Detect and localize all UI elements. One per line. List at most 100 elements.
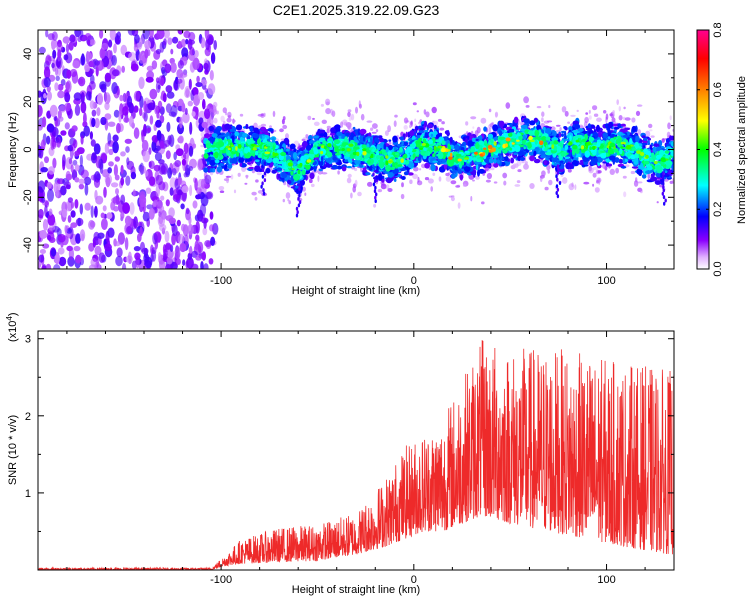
ridge-blob	[636, 168, 643, 175]
noise-blob	[177, 233, 185, 245]
ridge-halo	[351, 166, 356, 170]
noise-blob	[120, 176, 125, 186]
noise-blob	[198, 110, 206, 120]
noise-blob	[107, 121, 116, 127]
noise-blob	[80, 135, 84, 145]
ridge-blob	[622, 134, 630, 138]
noise-blob	[50, 39, 58, 48]
ridge-blob	[419, 127, 425, 131]
ridge-halo	[445, 175, 452, 182]
noise-blob	[133, 127, 140, 139]
ridge-halo	[285, 192, 291, 199]
ridge-blob	[536, 124, 542, 131]
noise-blob	[174, 246, 181, 260]
ridge-halo	[637, 104, 643, 107]
noise-blob	[120, 194, 126, 205]
noise-blob	[39, 229, 48, 239]
noise-blob	[48, 166, 55, 175]
ridge-blob	[365, 172, 371, 176]
noise-blob	[84, 202, 91, 211]
noise-blob	[192, 143, 197, 149]
ridge-halo	[352, 186, 357, 193]
ridge-blob	[289, 143, 296, 150]
ridge-blob	[252, 133, 260, 139]
noise-blob	[158, 181, 166, 191]
ridge-blob	[669, 135, 674, 141]
noise-blob	[52, 139, 57, 150]
noise-blob	[187, 252, 193, 260]
noise-blob	[38, 254, 45, 263]
noise-blob	[139, 95, 144, 109]
ridge-blob	[313, 164, 317, 172]
noise-blob	[102, 205, 107, 212]
noise-blob	[210, 236, 216, 246]
ridge-halo	[592, 166, 599, 171]
noise-blob	[112, 141, 119, 154]
ridge-halo	[612, 110, 615, 115]
noise-blob	[125, 146, 130, 153]
ridge-halo	[326, 128, 330, 134]
noise-blob	[188, 216, 192, 225]
ridge-halo	[387, 188, 393, 192]
noise-blob	[184, 234, 189, 247]
noise-blob	[68, 158, 72, 165]
noise-blob	[155, 145, 161, 151]
ridge-halo	[202, 180, 205, 184]
noise-blob	[113, 109, 120, 118]
ridge-blob	[520, 147, 524, 151]
noise-blob	[104, 243, 112, 252]
ridge-halo	[618, 115, 623, 121]
noise-blob	[168, 111, 177, 117]
noise-blob	[64, 225, 68, 234]
noise-blob	[74, 164, 80, 172]
ridge-halo	[470, 116, 477, 120]
ridge-blob	[519, 156, 525, 161]
ridge-blob	[407, 161, 415, 169]
ridge-halo	[230, 174, 234, 180]
noise-blob	[48, 208, 53, 216]
noise-blob	[113, 43, 117, 54]
ridge-blob	[666, 143, 672, 147]
ridge-blob	[424, 162, 430, 169]
noise-blob	[181, 47, 189, 58]
ridge-blob	[577, 128, 584, 132]
ridge-blob	[242, 133, 248, 138]
noise-blob	[90, 205, 94, 218]
ridge-halo	[564, 110, 569, 117]
ridge-blob	[640, 142, 648, 146]
ridge-halo	[239, 113, 244, 117]
ridge-blob	[357, 128, 361, 136]
noise-blob	[48, 224, 56, 231]
ridge-blob	[605, 152, 609, 157]
noise-blob	[178, 135, 184, 144]
noise-blob	[97, 232, 105, 239]
ridge-blob	[247, 162, 252, 165]
noise-blob	[160, 77, 165, 87]
noise-blob	[63, 102, 72, 112]
ridge-blob	[598, 154, 605, 157]
ridge-halo	[288, 200, 292, 205]
ridge-blob	[564, 156, 570, 159]
ridge-halo	[602, 163, 608, 169]
ridge-blob	[254, 165, 261, 173]
ridge-halo	[598, 178, 601, 185]
noise-blob	[195, 194, 202, 200]
noise-blob	[206, 191, 214, 200]
noise-blob	[141, 247, 149, 255]
noise-blob	[187, 100, 193, 107]
noise-blob	[64, 122, 70, 130]
ridge-halo	[514, 184, 521, 187]
ridge-halo	[567, 121, 570, 124]
noise-blob	[169, 177, 177, 190]
ridge-halo	[260, 123, 267, 127]
ridge-blob	[655, 172, 662, 177]
noise-blob	[46, 85, 51, 93]
noise-blob	[208, 36, 213, 46]
ridge-halo	[348, 116, 352, 121]
ridge-halo	[354, 179, 358, 187]
ridge-blob	[341, 166, 347, 172]
ridge-halo	[403, 117, 409, 124]
ridge-blob	[378, 137, 385, 143]
ridge-blob	[574, 123, 581, 130]
